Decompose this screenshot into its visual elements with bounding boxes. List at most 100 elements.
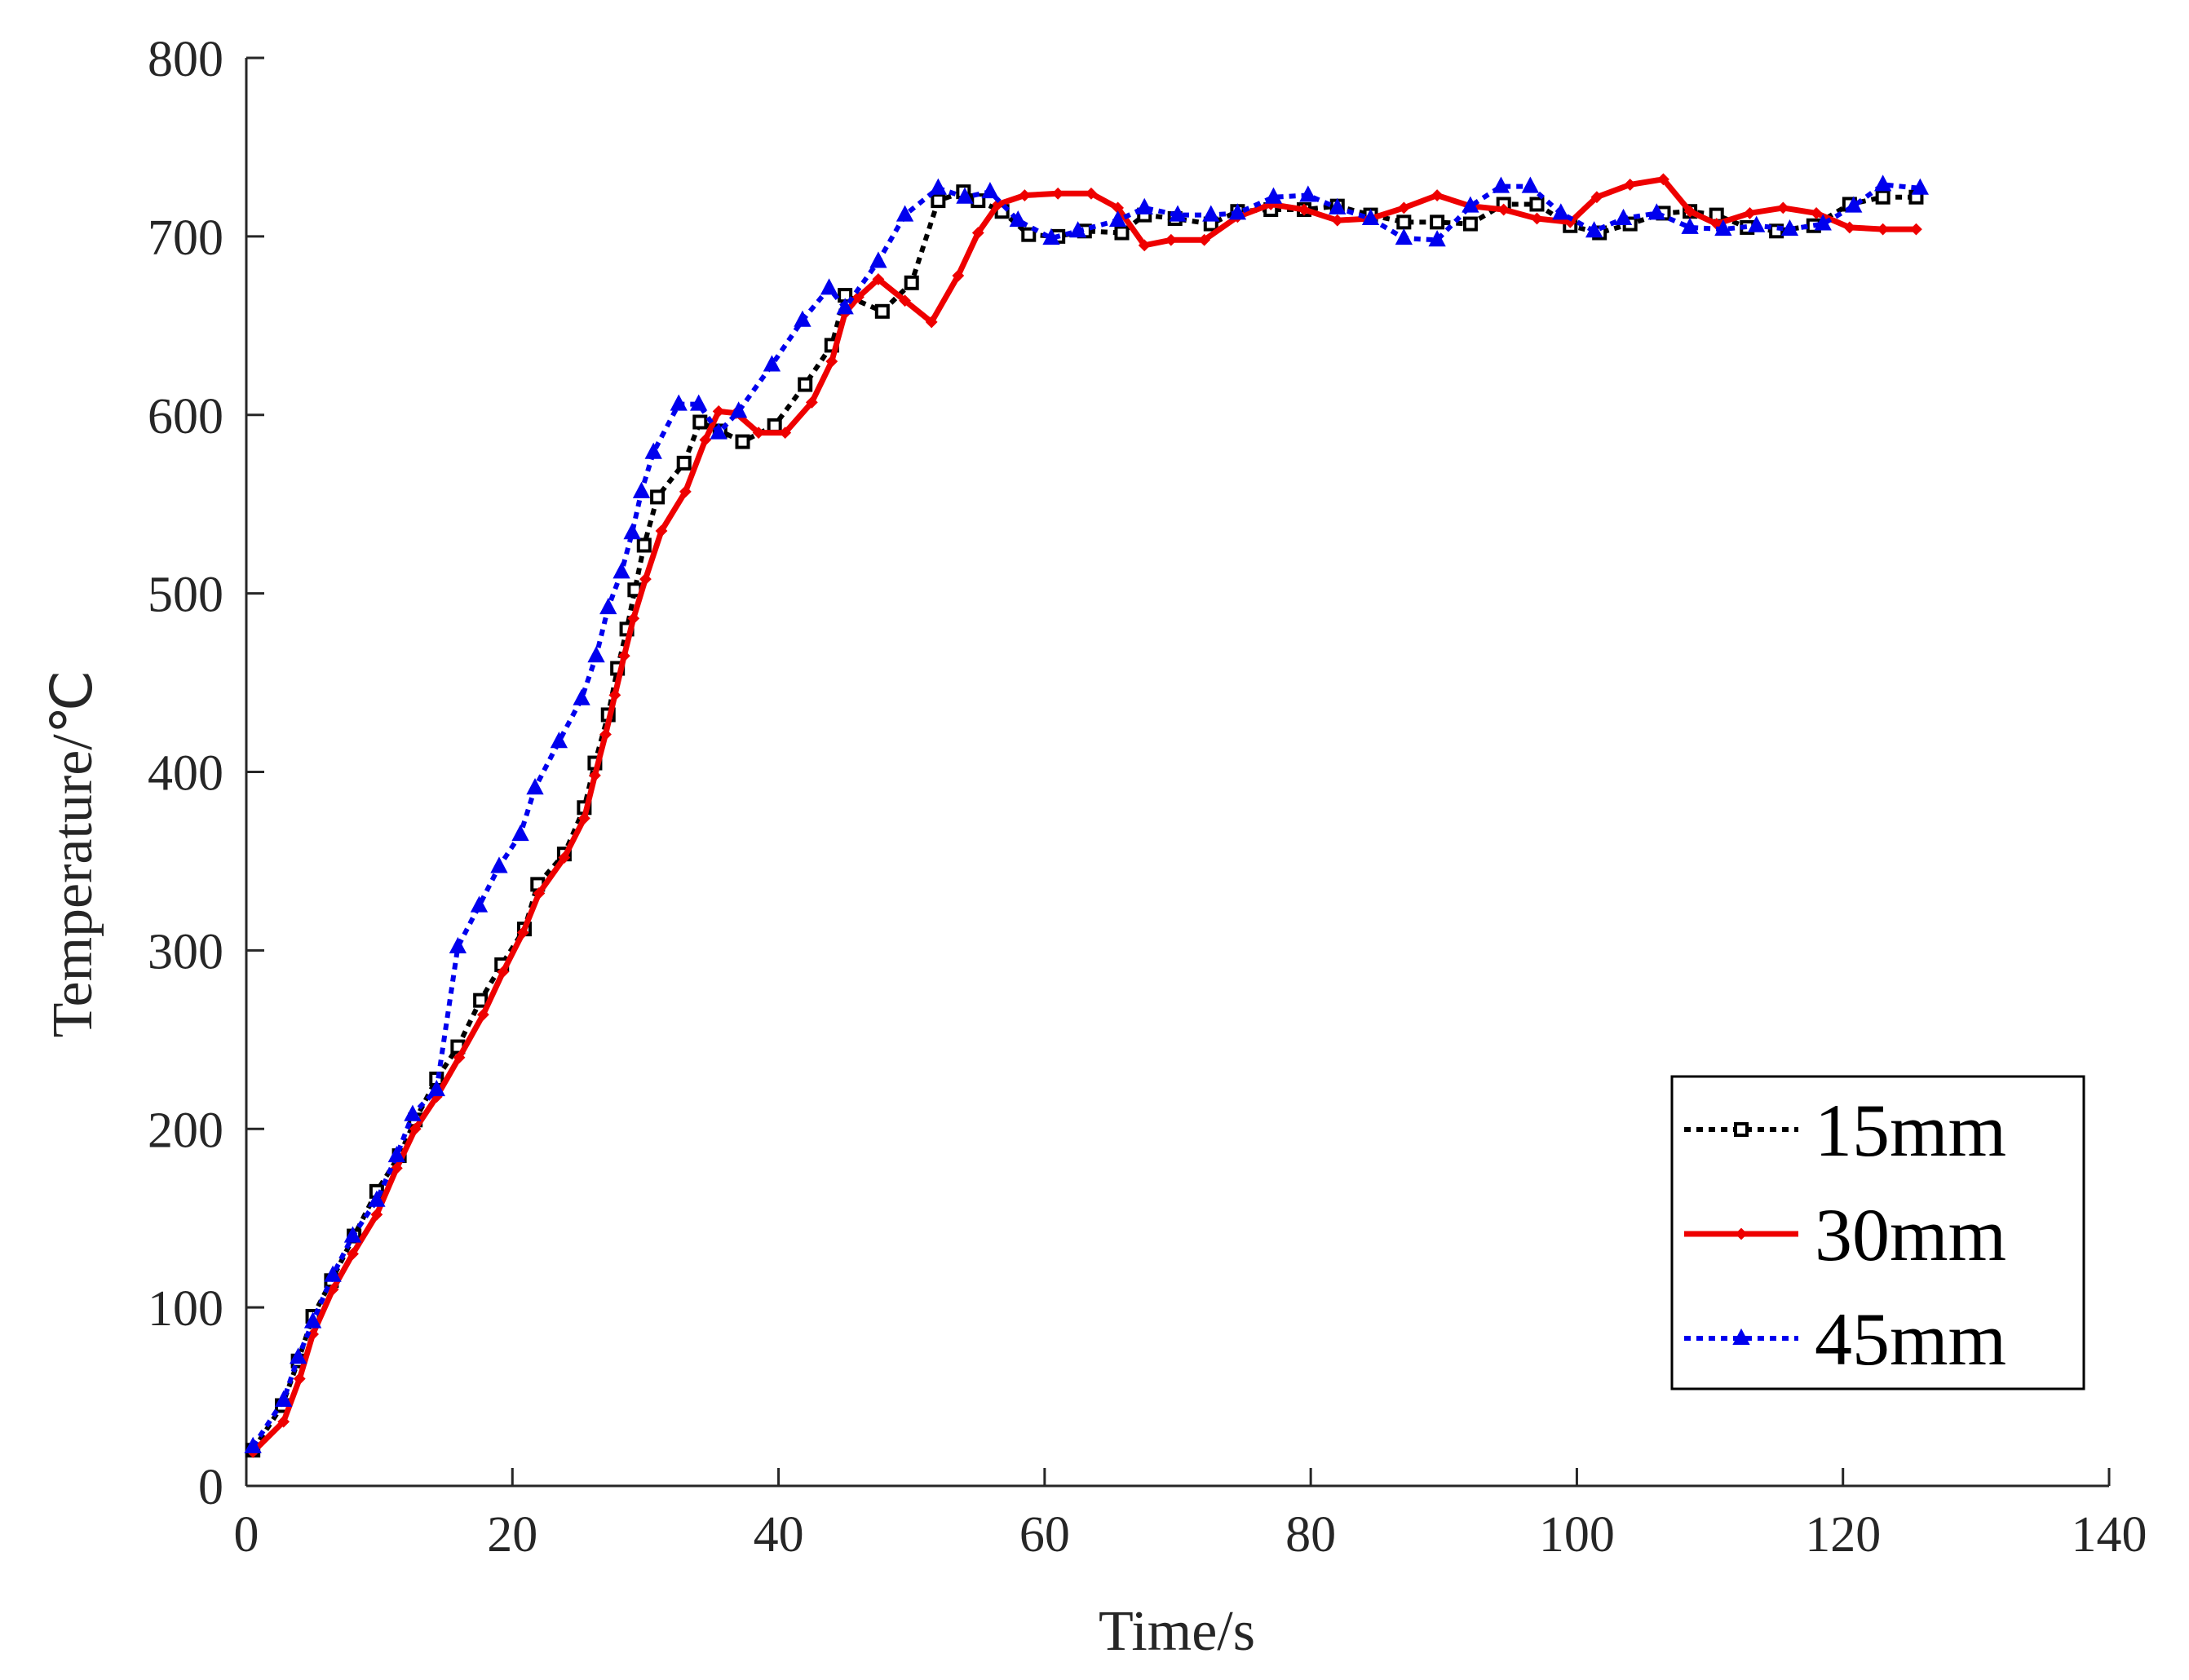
data-point-45mm xyxy=(1264,187,1283,204)
data-point-45mm xyxy=(981,182,999,199)
axes: 0 20 40 60 80 100 120 140 0 100 200 300 400 500 600 700… xyxy=(148,32,2147,1563)
data-point-15mm xyxy=(1396,214,1412,230)
data-point-15mm xyxy=(1021,227,1037,242)
data-point-45mm xyxy=(869,251,887,268)
data-point-45mm xyxy=(1873,175,1892,192)
y-tick-label: 500 xyxy=(148,568,223,623)
data-point-30mm xyxy=(277,1415,290,1428)
data-point-30mm xyxy=(899,294,911,307)
data-point-30mm xyxy=(679,485,692,498)
data-point-15mm xyxy=(1529,197,1545,212)
data-point-45mm xyxy=(612,562,630,579)
data-point-45mm xyxy=(1329,197,1347,214)
y-tick-label: 600 xyxy=(148,389,223,444)
data-point-30mm xyxy=(390,1161,403,1174)
legend-marker-45mm xyxy=(1732,1328,1750,1345)
data-point-45mm xyxy=(729,401,748,418)
data-point-30mm xyxy=(589,769,601,782)
data-point-45mm xyxy=(387,1145,406,1163)
y-tick-label: 400 xyxy=(148,746,223,802)
data-point-45mm xyxy=(670,394,688,411)
data-point-45mm xyxy=(573,688,590,705)
legend-label-15mm: 15mm xyxy=(1815,1089,2006,1172)
data-point-30mm xyxy=(1624,178,1637,191)
data-point-15mm xyxy=(798,377,813,392)
data-point-30mm xyxy=(476,1008,489,1021)
data-point-45mm xyxy=(1585,221,1603,238)
data-point-45mm xyxy=(1814,214,1832,231)
data-point-30mm xyxy=(453,1051,466,1064)
y-tick-label: 100 xyxy=(148,1281,223,1337)
data-point-45mm xyxy=(1748,215,1766,232)
data-point-45mm xyxy=(1009,210,1027,228)
x-tick-label: 80 xyxy=(1285,1507,1336,1563)
data-point-30mm xyxy=(627,612,640,625)
data-point-45mm xyxy=(1299,185,1317,202)
data-point-30mm xyxy=(1085,187,1098,200)
data-point-30mm xyxy=(1910,223,1922,236)
data-point-30mm xyxy=(971,227,984,239)
data-point-45mm xyxy=(763,355,781,372)
data-point-45mm xyxy=(1068,221,1087,238)
data-point-15mm xyxy=(904,275,919,290)
data-point-30mm xyxy=(1397,201,1410,214)
data-point-30mm xyxy=(655,524,668,537)
data-point-30mm xyxy=(1810,207,1823,219)
data-point-45mm xyxy=(550,732,568,749)
y-tick-label: 200 xyxy=(148,1103,223,1158)
data-point-15mm xyxy=(735,434,750,449)
data-point-45mm xyxy=(599,597,617,615)
data-point-15mm xyxy=(676,455,692,471)
data-point-30mm xyxy=(599,728,612,741)
data-point-30mm xyxy=(1776,201,1789,214)
data-point-45mm xyxy=(587,646,605,663)
data-point-30mm xyxy=(409,1122,422,1135)
data-point-45mm xyxy=(710,422,727,440)
legend-marker-30mm xyxy=(1735,1227,1748,1240)
data-point-15mm xyxy=(650,489,666,505)
legend-marker-15mm xyxy=(1734,1122,1749,1137)
data-point-45mm xyxy=(324,1265,342,1282)
x-tick-label: 0 xyxy=(234,1507,259,1563)
data-point-45mm xyxy=(1714,219,1732,237)
data-point-15mm xyxy=(1430,214,1445,230)
data-point-30mm xyxy=(1683,205,1696,218)
data-point-30mm xyxy=(1497,203,1510,216)
data-point-30mm xyxy=(992,198,1005,210)
data-point-30mm xyxy=(952,269,965,282)
data-point-45mm xyxy=(368,1190,386,1207)
y-tick-label: 800 xyxy=(148,32,223,87)
data-point-45mm xyxy=(644,442,662,459)
data-point-45mm xyxy=(929,178,948,195)
data-point-30mm xyxy=(617,649,630,662)
data-point-45mm xyxy=(343,1226,362,1243)
data-point-30mm xyxy=(1531,212,1543,225)
data-point-45mm xyxy=(1492,176,1510,193)
data-point-15mm xyxy=(692,414,708,430)
data-point-45mm xyxy=(1228,203,1247,220)
data-point-15mm xyxy=(767,418,782,433)
data-point-45mm xyxy=(896,205,914,222)
data-point-45mm xyxy=(1552,203,1570,220)
data-point-45mm xyxy=(794,310,811,327)
data-point-30mm xyxy=(1198,233,1211,246)
x-tick-label: 100 xyxy=(1539,1507,1615,1563)
data-point-45mm xyxy=(1614,208,1633,225)
data-point-45mm xyxy=(1647,203,1665,220)
data-point-30mm xyxy=(293,1373,306,1386)
data-point-15mm xyxy=(1114,225,1130,241)
data-point-30mm xyxy=(872,272,885,285)
x-tick-label: 20 xyxy=(487,1507,537,1563)
data-point-45mm xyxy=(1428,230,1446,247)
data-point-30mm xyxy=(577,811,590,825)
data-point-45mm xyxy=(1135,197,1153,214)
x-tick-label: 120 xyxy=(1805,1507,1881,1563)
data-point-45mm xyxy=(820,278,838,295)
data-point-45mm xyxy=(1108,210,1127,228)
data-point-15mm xyxy=(1462,216,1478,232)
data-point-45mm xyxy=(836,298,854,315)
data-point-45mm xyxy=(303,1311,322,1329)
legend-label-30mm: 30mm xyxy=(1815,1193,2006,1276)
data-point-45mm xyxy=(1202,205,1220,222)
data-point-45mm xyxy=(956,187,974,204)
